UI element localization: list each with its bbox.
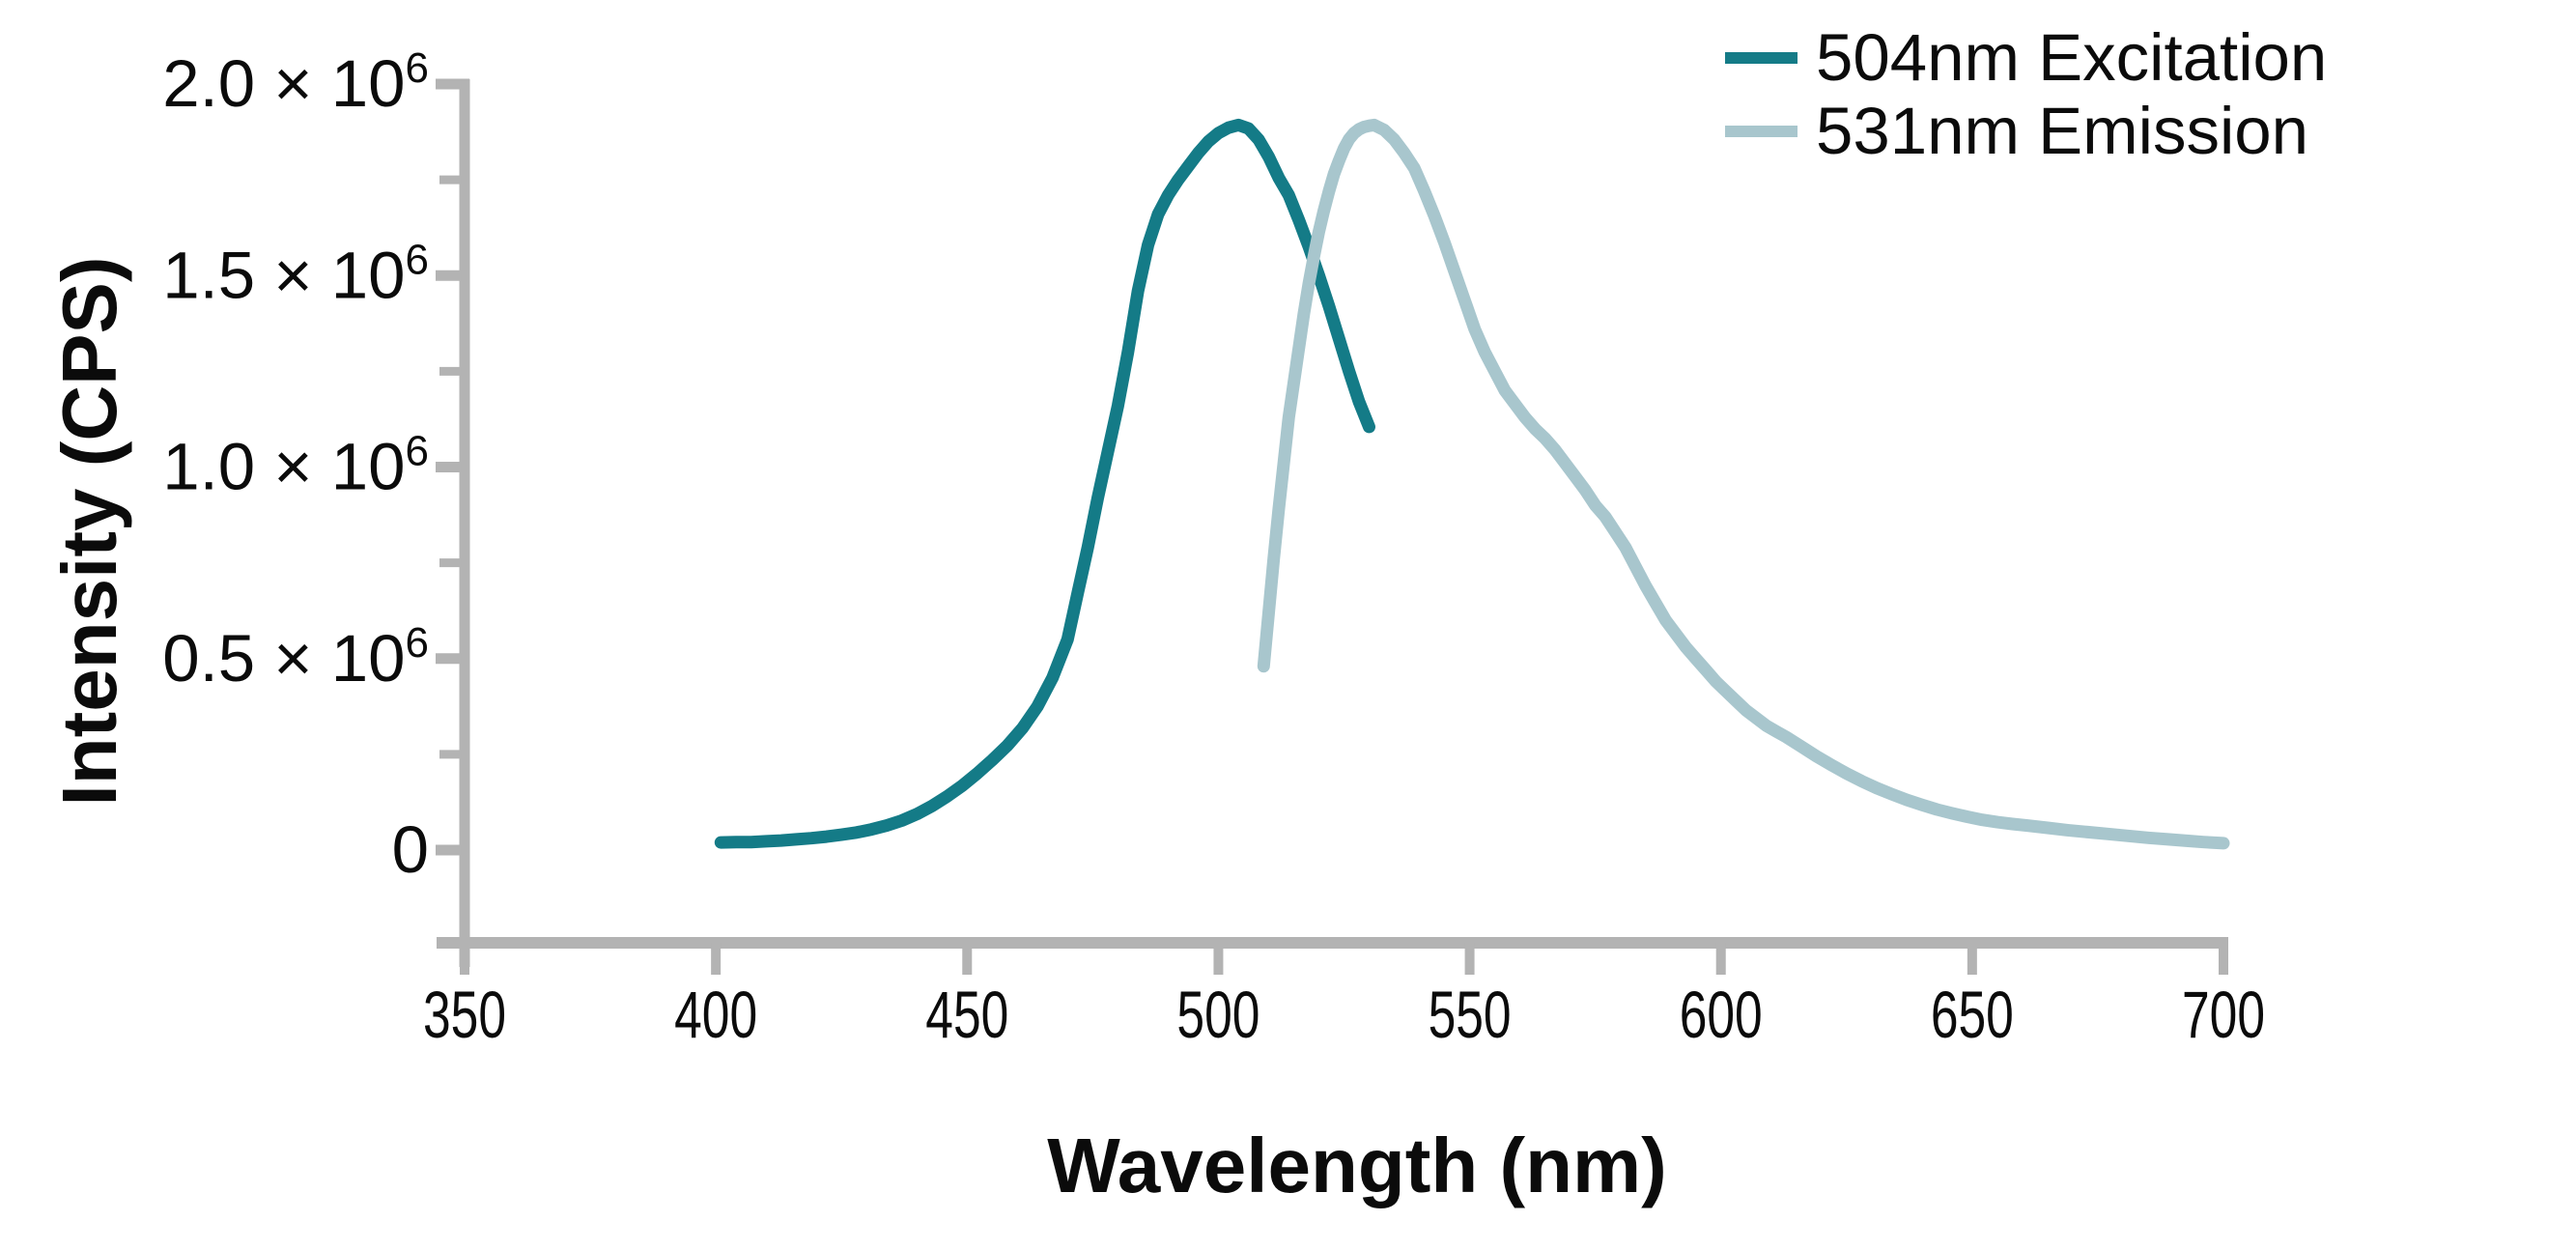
x-tick-label: 550	[1429, 978, 1512, 1052]
axes	[437, 79, 2228, 967]
legend-item-emission: 531nm Emission	[1725, 94, 2308, 168]
x-tick-label: 600	[1680, 978, 1763, 1052]
excitation-curve	[714, 118, 1375, 849]
legend-item-excitation: 504nm Excitation	[1725, 20, 2327, 95]
y-tick-label: 0.5 × 106	[162, 619, 429, 696]
x-tick-label: 500	[1176, 978, 1260, 1052]
x-tick-label: 400	[674, 978, 757, 1052]
legend-label-excitation: 504nm Excitation	[1816, 20, 2327, 95]
y-tick-label: 0	[392, 812, 429, 887]
legend: 504nm Excitation 531nm Emission	[1725, 20, 2327, 168]
y-tick-label: 1.5 × 106	[162, 236, 429, 312]
y-axis-title: Intensity (CPS)	[46, 257, 132, 807]
spectrum-curves	[714, 118, 2230, 850]
legend-label-emission: 531nm Emission	[1816, 94, 2308, 168]
tick-labels: 350 400 450 500 550 600 650 700 0 0.5 × 106 1.0 × …	[162, 44, 2265, 1052]
axis-ticks	[436, 78, 2228, 975]
emission-curve	[1257, 118, 2230, 850]
x-tick-label: 650	[1931, 978, 2014, 1052]
x-axis-title: Wavelength (nm)	[1047, 1122, 1666, 1208]
x-tick-label: 350	[423, 978, 506, 1052]
y-tick-label: 2.0 × 106	[162, 44, 429, 121]
x-tick-label: 450	[925, 978, 1008, 1052]
y-tick-label: 1.0 × 106	[162, 428, 429, 504]
x-tick-label: 700	[2182, 978, 2265, 1052]
